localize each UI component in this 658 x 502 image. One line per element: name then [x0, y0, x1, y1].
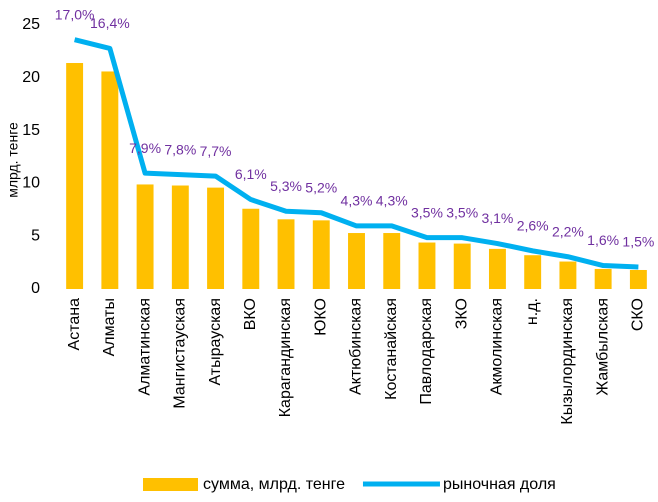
data-label: 7,8%: [164, 141, 196, 157]
data-label: 5,3%: [270, 178, 302, 194]
x-tick-label: Павлодарская: [418, 298, 435, 405]
data-label: 17,0%: [55, 6, 95, 22]
bar: [488, 248, 506, 289]
y-axis-label: млрд. тенге: [5, 122, 21, 198]
data-label: 4,3%: [376, 193, 408, 209]
bar: [594, 268, 612, 289]
y-tick-label: 20: [22, 69, 40, 86]
data-label: 1,6%: [587, 232, 619, 248]
x-tick-label: н.д.: [524, 298, 541, 325]
data-label: 16,4%: [90, 15, 130, 31]
x-tick-label: Астана: [66, 298, 83, 351]
data-label: 6,1%: [235, 166, 267, 182]
data-label: 2,2%: [552, 223, 584, 239]
bar: [383, 233, 401, 289]
bar: [66, 63, 84, 290]
data-label: 3,1%: [481, 210, 513, 226]
x-tick-label: ЮКО: [312, 298, 329, 336]
x-tick-label: Акмолинская: [489, 298, 506, 395]
bar: [418, 242, 436, 289]
x-tick-label: Кызылординская: [559, 298, 576, 425]
y-tick-label: 10: [22, 175, 40, 192]
y-tick-label: 15: [22, 122, 40, 139]
x-tick-label: Алматы: [101, 298, 118, 356]
x-tick-label: СКО: [630, 298, 647, 331]
x-tick-label: Жамбылская: [594, 298, 611, 396]
x-tick-label: Алматинская: [136, 298, 153, 396]
data-label: 3,5%: [446, 204, 478, 220]
legend-swatch: [143, 478, 198, 491]
y-tick-label: 5: [31, 227, 40, 244]
legend-label: сумма, млрд. тенге: [203, 476, 345, 493]
legend-label: рыночная доля: [443, 476, 556, 493]
data-label: 7,7%: [200, 143, 232, 159]
x-tick-label: Костанайская: [383, 298, 400, 400]
bar: [524, 255, 542, 289]
y-tick-label: 0: [31, 280, 40, 297]
bar: [453, 243, 471, 289]
bar: [312, 220, 330, 289]
data-label: 5,2%: [305, 179, 337, 195]
data-label: 4,3%: [341, 193, 373, 209]
bar: [242, 208, 260, 289]
data-label: 3,5%: [411, 204, 443, 220]
line: [74, 37, 639, 270]
x-tick-label: ЗКО: [453, 298, 470, 329]
x-tick-label: Актюбинская: [348, 298, 365, 395]
bar: [136, 184, 154, 289]
bar: [559, 261, 577, 289]
bar: [348, 233, 365, 289]
x-tick-label: Мангистауская: [172, 298, 189, 409]
bar: [207, 187, 225, 289]
data-label: 1,5%: [622, 234, 654, 250]
bar: [277, 219, 295, 289]
x-tick-label: Карагандинская: [277, 298, 294, 417]
y-tick-label: 25: [22, 16, 40, 33]
bar: [101, 71, 119, 290]
data-label: 7,9%: [129, 140, 161, 156]
x-tick-label: ВКО: [242, 298, 259, 330]
bar: [629, 269, 647, 289]
data-label: 2,6%: [517, 218, 549, 234]
bar: [171, 185, 189, 289]
x-tick-label: Атырауская: [207, 298, 224, 386]
